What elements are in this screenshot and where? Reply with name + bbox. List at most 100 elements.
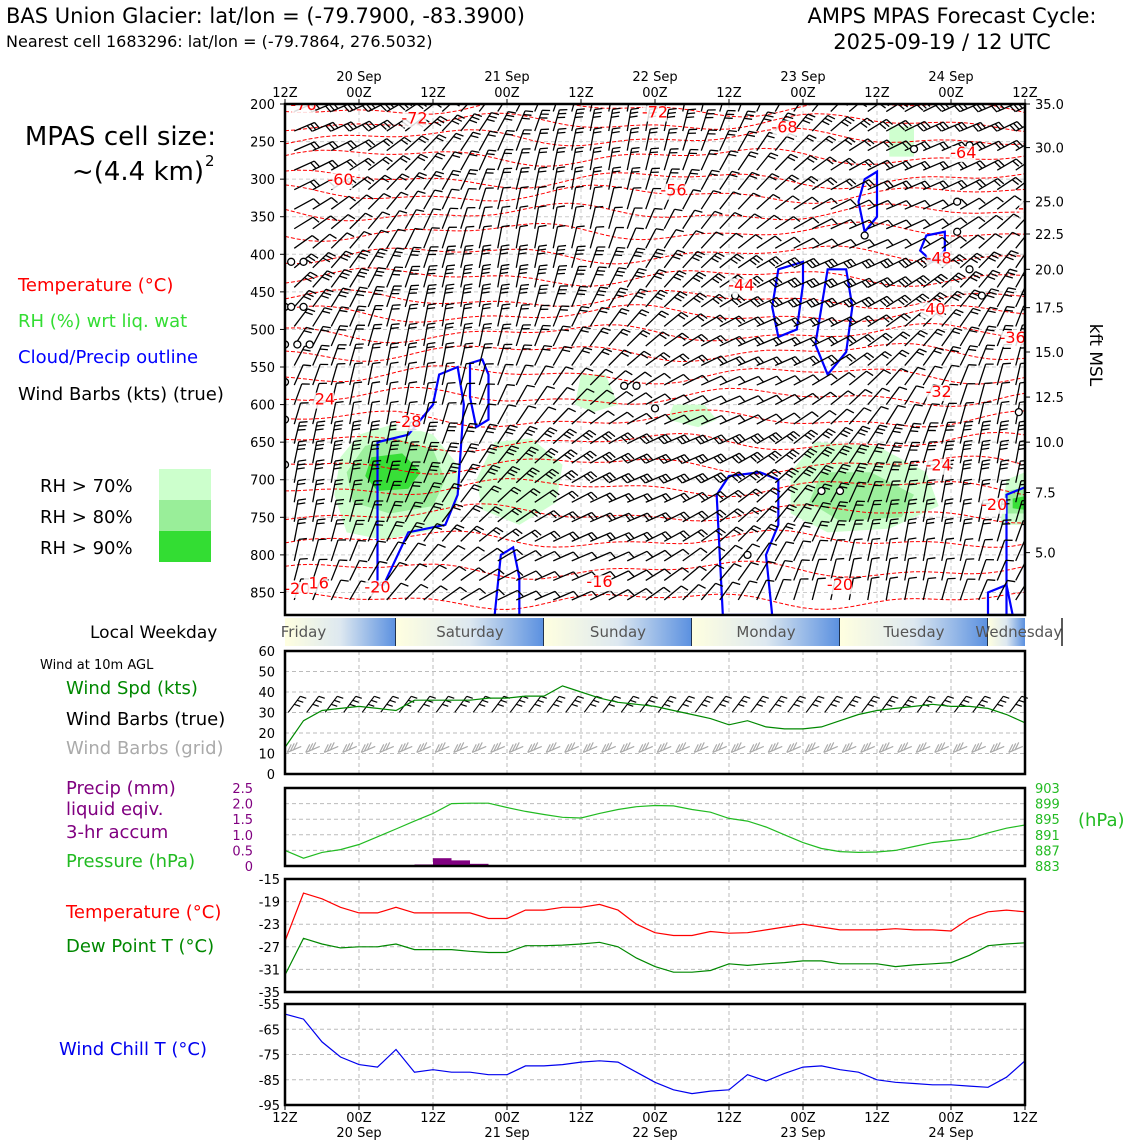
wind-barb-flag bbox=[868, 158, 875, 166]
wind-barb-flag bbox=[776, 297, 783, 304]
wind-barb-flag bbox=[787, 280, 794, 288]
wind-barb-flag bbox=[940, 273, 948, 280]
wind-barb-grid-flag bbox=[545, 744, 551, 753]
wind-barb-flag bbox=[914, 403, 923, 407]
wind-barb-flag bbox=[464, 248, 473, 251]
wind-barb-flag bbox=[470, 134, 479, 139]
wind-barb bbox=[386, 136, 405, 152]
wind-barb-flag bbox=[307, 255, 316, 262]
wind-barb-flag bbox=[982, 522, 991, 525]
wind-barb-flag bbox=[882, 335, 890, 341]
wind-barb-flag bbox=[848, 157, 856, 164]
wind-barb-flag bbox=[557, 248, 566, 251]
wind-barb bbox=[941, 500, 947, 522]
wind-barb-flag bbox=[789, 451, 797, 458]
wind-barb-flag bbox=[546, 429, 555, 435]
wind-barb-grid-flag bbox=[548, 743, 554, 752]
wind-barb-flag bbox=[790, 153, 799, 159]
wind-barb bbox=[386, 402, 392, 425]
wind-barb bbox=[367, 382, 373, 405]
wind-barb-flag bbox=[687, 112, 696, 115]
wind-barb-grid-flag bbox=[607, 742, 613, 751]
wind-barb-grid-flag bbox=[900, 743, 906, 752]
wind-barb-flag bbox=[358, 305, 367, 308]
wind-barb-flag bbox=[427, 287, 436, 290]
wind-barb bbox=[904, 385, 917, 405]
wind-barb bbox=[719, 170, 733, 191]
rh70-region bbox=[667, 404, 717, 428]
wind-barb-flag bbox=[650, 127, 659, 130]
wind-barb bbox=[811, 197, 832, 210]
wind-barb bbox=[811, 559, 820, 581]
pressure-ytick-label: 895 bbox=[1035, 813, 1060, 828]
wind-barb-flag bbox=[539, 147, 548, 150]
wind-barb bbox=[922, 519, 928, 542]
wind-barb bbox=[959, 216, 980, 230]
wind-barb-flag bbox=[982, 439, 991, 443]
wind-barb-true-flag bbox=[553, 703, 560, 707]
wind-barb-flag bbox=[823, 468, 832, 472]
wind-barb-flag bbox=[374, 274, 383, 277]
wind-barb bbox=[330, 421, 336, 444]
wind-barb-flag bbox=[937, 328, 946, 333]
wind-barb bbox=[645, 208, 656, 230]
wind-barb bbox=[460, 285, 466, 308]
wind-barb-flag bbox=[647, 493, 654, 501]
wind-barb-flag bbox=[376, 270, 385, 274]
calm-circle bbox=[817, 486, 826, 496]
wind-barb bbox=[330, 250, 347, 269]
wind-barb-flag bbox=[469, 153, 478, 157]
wind-barb bbox=[959, 519, 966, 542]
wind-barb bbox=[904, 237, 925, 249]
wind-barb-flag bbox=[753, 435, 761, 442]
wind-barb bbox=[330, 158, 351, 171]
wind-barb-flag bbox=[552, 489, 560, 496]
wind-barb-flag bbox=[768, 176, 777, 181]
pressure-tick-label: 400 bbox=[250, 248, 275, 263]
wind-barb-grid-flag bbox=[292, 742, 298, 751]
pressure-line bbox=[284, 802, 1026, 859]
wind-barb bbox=[497, 344, 505, 366]
wind-barb-flag bbox=[581, 350, 590, 354]
wind-barb-flag bbox=[826, 179, 835, 186]
wind-barb-flag bbox=[990, 254, 999, 259]
cross-section-plot: -76-72 -72-68-64-60-56-52-48-44-40-36-32-… bbox=[285, 104, 1025, 615]
wind-barb-true-flag bbox=[648, 699, 655, 703]
wind-barb bbox=[571, 266, 580, 288]
isotherm-line bbox=[285, 590, 1025, 611]
wind-barb bbox=[460, 587, 480, 601]
temp-contour-label: -68 bbox=[771, 118, 797, 137]
wind-barb-flag bbox=[964, 459, 973, 462]
wind-barb bbox=[460, 546, 479, 562]
wind-barb-flag bbox=[902, 331, 911, 337]
calm-circle bbox=[287, 302, 296, 312]
wind-barb-flag bbox=[825, 464, 834, 469]
wind-barb-flag bbox=[976, 252, 985, 258]
wind-barb-flag bbox=[680, 436, 687, 443]
wind-barb-flag bbox=[850, 219, 857, 226]
wind-barb bbox=[515, 206, 521, 229]
wind-barb-flag bbox=[848, 372, 856, 378]
wind-barb bbox=[515, 104, 521, 112]
wind-barb-flag bbox=[592, 115, 602, 118]
wind-barb-flag bbox=[850, 278, 857, 286]
calm-circle bbox=[305, 340, 314, 349]
wind-barb-flag bbox=[606, 494, 613, 501]
wind-barb-flag bbox=[545, 473, 553, 480]
wind-barb bbox=[404, 172, 420, 191]
wind-barb-flag bbox=[972, 105, 979, 113]
wind-barb-flag bbox=[305, 292, 314, 298]
wind-barb-flag bbox=[646, 550, 654, 558]
wind-barb-true-flag bbox=[981, 699, 988, 703]
wind-barb-flag bbox=[861, 281, 868, 288]
wind-barb-true-flag bbox=[331, 703, 338, 707]
wind-barb-true-flag bbox=[759, 699, 766, 703]
wind-barb-flag bbox=[690, 172, 699, 175]
wind-barb-flag bbox=[576, 225, 585, 228]
wind-barb bbox=[737, 562, 752, 581]
wind-barb-flag bbox=[920, 142, 928, 150]
wind-barb bbox=[330, 402, 337, 425]
wind-barb-flag bbox=[501, 287, 510, 290]
wind-barb-flag bbox=[1006, 305, 1015, 309]
wind-barb-flag bbox=[733, 563, 742, 568]
